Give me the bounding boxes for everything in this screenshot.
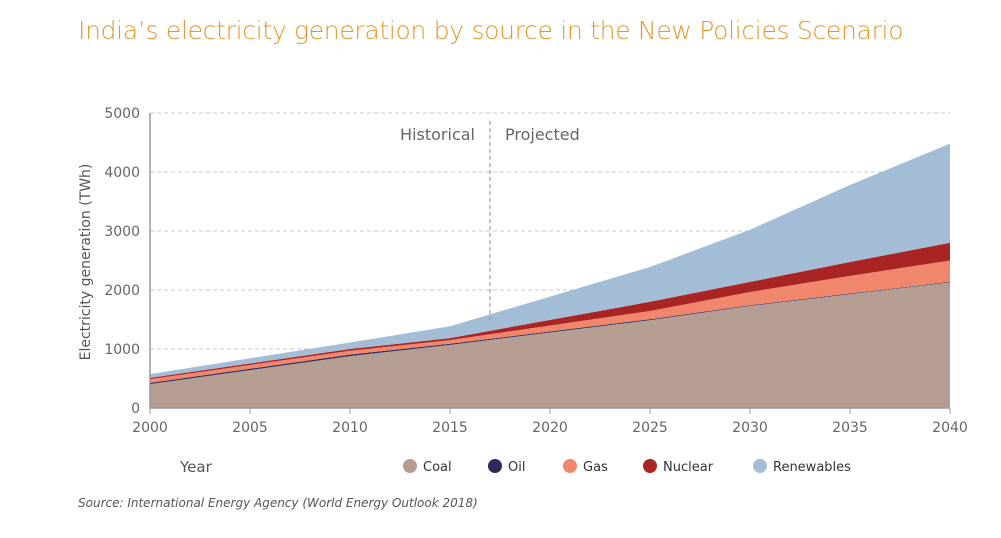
legend-label-coal: Coal — [423, 460, 452, 475]
x-tick-label: 2005 — [232, 420, 268, 436]
annotation-historical: Historical — [400, 125, 475, 144]
x-tick-label: 2025 — [632, 420, 668, 436]
y-tick-label: 0 — [131, 401, 140, 417]
area-renewables — [150, 143, 950, 378]
x-tick-label: 2040 — [932, 420, 968, 436]
source-note: Source: International Energy Agency (Wor… — [78, 496, 478, 510]
legend-marker-nuclear — [643, 459, 657, 473]
legend-marker-oil — [488, 459, 502, 473]
x-tick-label: 2020 — [532, 420, 568, 436]
legend-label-renewables: Renewables — [773, 460, 851, 475]
chart-title: India’s electricity generation by source… — [78, 16, 904, 45]
y-tick-label: 4000 — [104, 165, 140, 181]
y-axis-label: Electricity generation (TWh) — [78, 164, 94, 361]
x-axis-label: Year — [179, 458, 213, 476]
legend-marker-renewables — [753, 459, 767, 473]
y-tick-label: 2000 — [104, 283, 140, 299]
legend-marker-coal — [403, 459, 417, 473]
y-tick-label: 5000 — [104, 106, 140, 122]
annotation-projected: Projected — [505, 125, 580, 144]
legend-label-gas: Gas — [583, 460, 608, 475]
x-tick-label: 2035 — [832, 420, 868, 436]
area-gas — [150, 260, 950, 383]
x-tick-label: 2000 — [132, 420, 168, 436]
legend-label-oil: Oil — [508, 460, 525, 475]
area-coal — [150, 282, 950, 408]
legend-label-nuclear: Nuclear — [663, 460, 714, 475]
x-tick-label: 2015 — [432, 420, 468, 436]
y-tick-label: 1000 — [104, 342, 140, 358]
x-tick-label: 2030 — [732, 420, 768, 436]
y-tick-label: 3000 — [104, 224, 140, 240]
legend-marker-gas — [563, 459, 577, 473]
x-tick-label: 2010 — [332, 420, 368, 436]
